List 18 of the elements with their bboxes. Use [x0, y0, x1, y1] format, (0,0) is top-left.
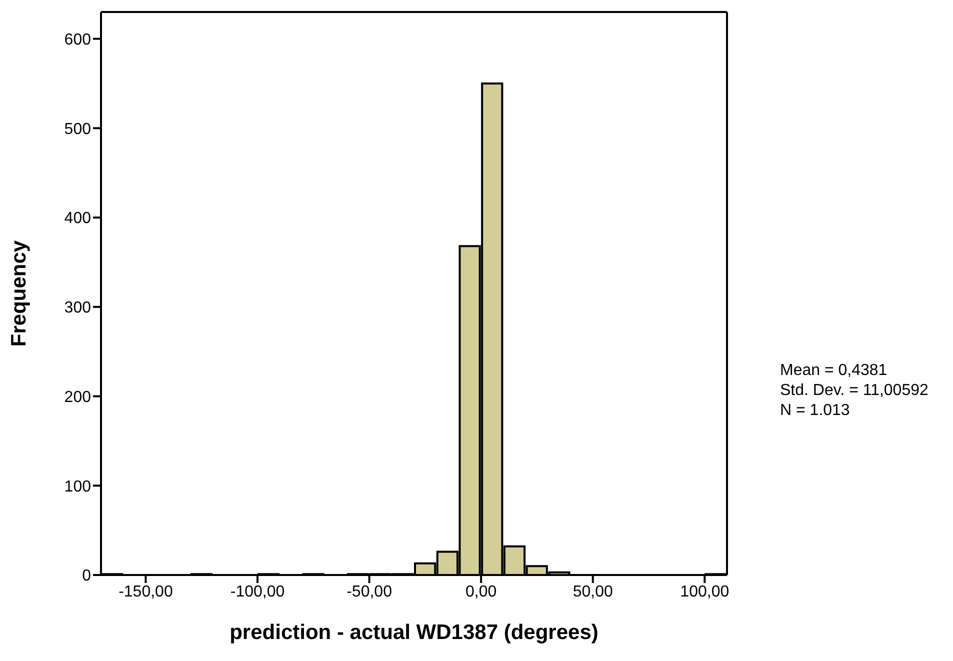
- x-tick-label: 0,00: [466, 583, 497, 600]
- x-tick-label: -150,00: [118, 583, 173, 600]
- y-tick-label: 200: [64, 388, 92, 406]
- x-axis-title: prediction - actual WD1387 (degrees): [230, 621, 598, 644]
- x-tick-label: -100,00: [230, 583, 285, 600]
- y-axis-title: Frequency: [7, 240, 30, 347]
- y-tick-label: 100: [64, 478, 92, 496]
- x-tick-label: -50,00: [346, 583, 392, 600]
- y-tick-label: 0: [82, 568, 92, 585]
- y-tick-label: 300: [64, 300, 92, 317]
- x-tick-label: 50,00: [572, 583, 613, 600]
- x-tick-label: 100,00: [680, 583, 730, 600]
- y-tick-label: 600: [64, 31, 92, 48]
- text: N = 1.013: [780, 401, 851, 421]
- text: Mean = 0,4381: [780, 361, 888, 381]
- y-tick-label: 400: [64, 210, 92, 228]
- text: Std. Dev. = 11,00592: [780, 381, 928, 401]
- y-tick-label: 500: [64, 120, 92, 138]
